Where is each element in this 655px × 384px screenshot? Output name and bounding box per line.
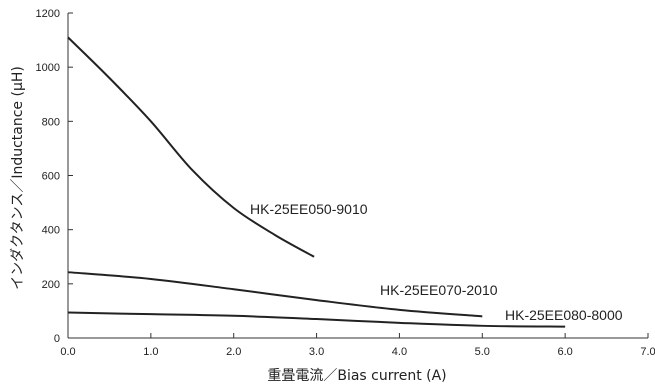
y-axis-label: インダクタンス／Inductance (μH) <box>10 66 26 290</box>
axes <box>67 13 648 339</box>
y-ticks: 0 200 400 600 800 1000 1200 <box>36 8 73 345</box>
x-tick-label: 6.0 <box>557 346 572 358</box>
y-tick-label: 0 <box>54 333 60 345</box>
x-tick-label: 7.0 <box>640 346 655 358</box>
y-tick-label: 400 <box>42 225 60 237</box>
series-label-2: HK-25EE070-2010 <box>380 282 498 298</box>
series-labels: HK-25EE050-9010 HK-25EE070-2010 HK-25EE080… <box>250 201 623 323</box>
series-label-1: HK-25EE050-9010 <box>250 201 368 217</box>
y-tick-label: 200 <box>42 279 60 291</box>
x-axis-label: 重畳電流／Bias current (A) <box>267 368 446 384</box>
y-tick-label: 600 <box>42 171 60 183</box>
x-tick-label: 4.0 <box>392 346 407 358</box>
x-tick-label: 2.0 <box>226 346 241 358</box>
x-tick-label: 1.0 <box>143 346 158 358</box>
x-tick-label: 0.0 <box>60 346 75 358</box>
y-tick-label: 800 <box>42 116 60 128</box>
y-tick-label: 1200 <box>36 8 60 20</box>
x-tick-label: 3.0 <box>309 346 324 358</box>
series-line-3 <box>67 311 566 328</box>
series-line-1 <box>67 36 315 258</box>
x-tick-label: 5.0 <box>475 346 490 358</box>
series-line-2 <box>67 271 483 318</box>
y-tick-label: 1000 <box>36 62 60 74</box>
series-lines <box>67 36 566 328</box>
series-label-3: HK-25EE080-8000 <box>505 307 623 323</box>
x-ticks: 0.0 1.0 2.0 3.0 4.0 5.0 6.0 7.0 <box>60 333 655 358</box>
